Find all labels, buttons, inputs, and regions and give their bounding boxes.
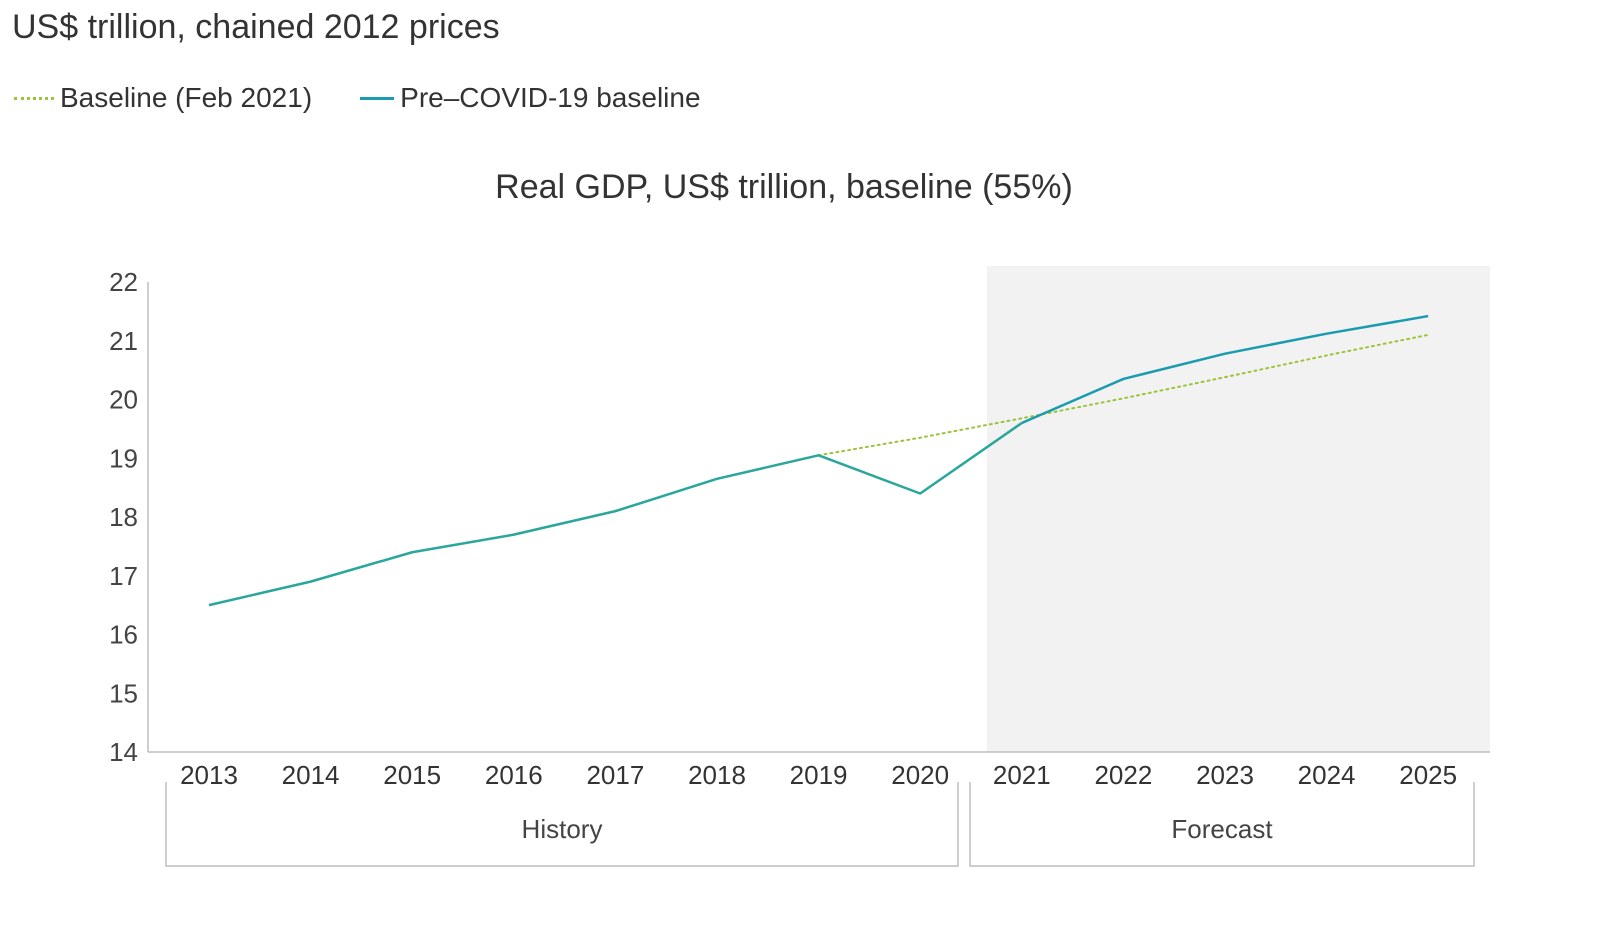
series-line-baseline-feb-2021 bbox=[817, 333, 1430, 457]
chart-legend: Baseline (Feb 2021) Pre–COVID-19 baselin… bbox=[14, 78, 749, 118]
y-tick-label: 15 bbox=[109, 678, 138, 708]
period-bracket-history bbox=[165, 782, 959, 867]
x-tick-label: 2023 bbox=[1196, 760, 1254, 790]
axes-layer bbox=[147, 282, 1490, 753]
x-tick-label: 2021 bbox=[993, 760, 1051, 790]
legend-swatch-solid bbox=[360, 96, 395, 100]
chart-subtitle: US$ trillion, chained 2012 prices bbox=[12, 8, 500, 46]
period-brackets: History Forecast bbox=[165, 782, 1475, 867]
series-line-pre-covid-forecast bbox=[1021, 314, 1429, 425]
chart-title: Real GDP, US$ trillion, baseline (55%) bbox=[495, 168, 1073, 206]
x-tick-label: 2019 bbox=[790, 760, 848, 790]
legend-label-pre-covid: Pre–COVID-19 baseline bbox=[400, 82, 701, 113]
x-tick-label: 2024 bbox=[1298, 760, 1356, 790]
x-tick-label: 2020 bbox=[891, 760, 949, 790]
series-layer bbox=[208, 314, 1430, 607]
period-label-history: History bbox=[522, 814, 603, 844]
x-tick-label: 2017 bbox=[586, 760, 644, 790]
y-tick-label: 22 bbox=[109, 267, 138, 297]
x-axis-ticks: 2013 2014 2015 2016 2017 2018 2019 2020 2021 2022… bbox=[180, 760, 1457, 790]
y-axis-ticks: 14 15 16 17 18 19 20 21 22 bbox=[109, 267, 138, 767]
y-tick-label: 16 bbox=[109, 620, 138, 650]
y-tick-label: 18 bbox=[109, 502, 138, 532]
legend-item-baseline: Baseline (Feb 2021) bbox=[14, 82, 312, 114]
series-line-pre-covid-history bbox=[208, 421, 1023, 607]
x-tick-label: 2022 bbox=[1094, 760, 1152, 790]
x-tick-label: 2016 bbox=[485, 760, 543, 790]
y-tick-label: 20 bbox=[109, 385, 138, 415]
legend-item-pre-covid: Pre–COVID-19 baseline bbox=[360, 82, 701, 114]
y-tick-label: 14 bbox=[109, 737, 138, 767]
period-bracket-forecast bbox=[969, 782, 1475, 867]
x-tick-label: 2025 bbox=[1399, 760, 1457, 790]
x-tick-label: 2014 bbox=[282, 760, 340, 790]
period-label-forecast: Forecast bbox=[1171, 814, 1273, 844]
forecast-shaded-region bbox=[987, 266, 1490, 752]
forecast-shade-layer bbox=[987, 266, 1490, 752]
legend-swatch-dotted bbox=[14, 96, 54, 100]
y-tick-label: 21 bbox=[109, 326, 138, 356]
x-tick-label: 2015 bbox=[383, 760, 441, 790]
x-tick-label: 2013 bbox=[180, 760, 238, 790]
y-tick-label: 19 bbox=[109, 443, 138, 473]
legend-label-baseline: Baseline (Feb 2021) bbox=[60, 82, 313, 113]
x-tick-label: 2018 bbox=[688, 760, 746, 790]
y-tick-label: 17 bbox=[109, 561, 138, 591]
